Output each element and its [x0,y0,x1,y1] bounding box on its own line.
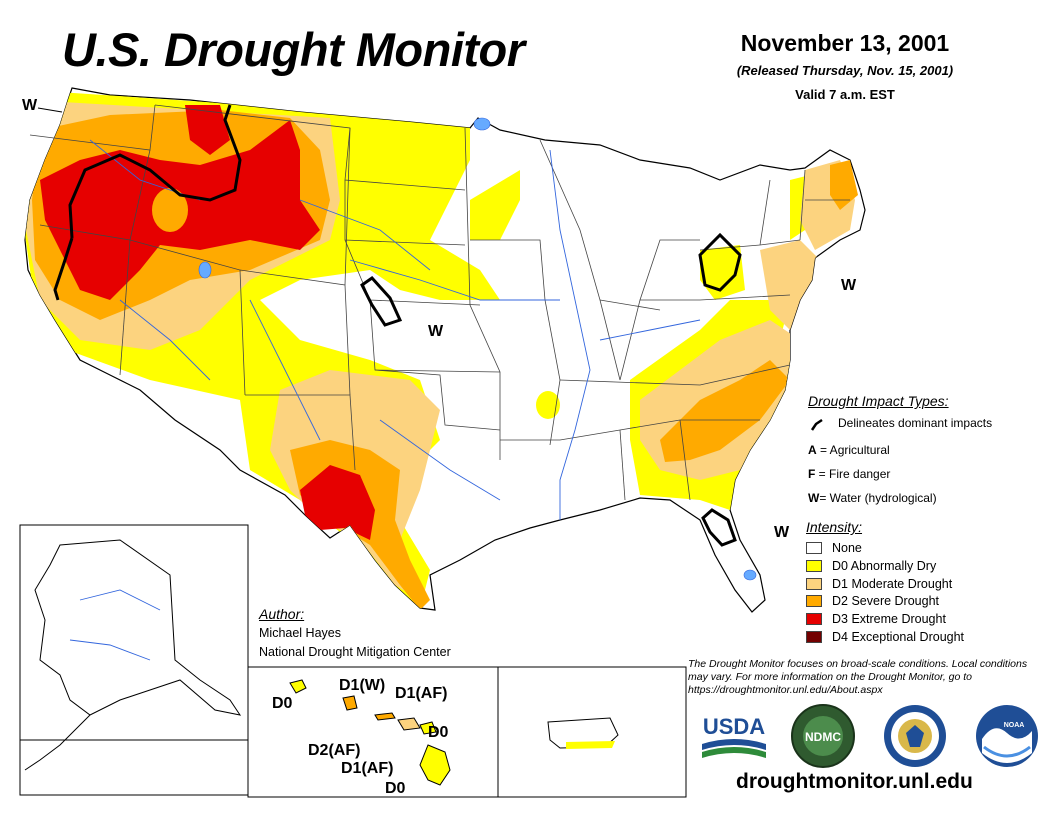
hawaii-label-molokai: D2(AF) [308,742,361,759]
author-name: Michael Hayes [259,626,341,640]
w-label-plains: W [428,323,444,340]
hawaii-label-bigisland-af: D1(AF) [341,760,394,777]
disclaimer-text: The Drought Monitor focuses on broad-sca… [688,658,1028,696]
hawaii-label-bigisland-d0: D0 [385,780,406,797]
legend-swatch [806,578,822,590]
legend-d0: D0 Abnormally Dry [806,558,936,574]
legend-label: D4 Exceptional Drought [832,630,965,644]
impact-code: F [808,467,816,481]
ndmc-logo: NDMC [791,704,855,768]
usda-logo: USDA [702,714,766,758]
impact-text: = Water (hydrological) [819,491,937,505]
legend-label: D0 Abnormally Dry [832,559,937,573]
noaa-logo: NOAA [976,705,1038,767]
legend-label: D3 Extreme Drought [832,612,946,626]
legend-label: D1 Moderate Drought [832,577,953,591]
impact-text: = Fire danger [815,467,891,481]
impact-text: = Agricultural [816,443,890,457]
legend-label: None [832,541,862,555]
legend-d3: D3 Extreme Drought [806,611,946,627]
impact-code: A [808,443,817,457]
legend-swatch [806,631,822,643]
w-label-northwest: W [22,97,38,114]
author-header: Author: [259,606,305,622]
ndmc-logo-text: NDMC [805,730,841,744]
noaa-logo-text: NOAA [1004,722,1025,729]
author-organization: National Drought Mitigation Center [259,645,451,659]
legend-label: D2 Severe Drought [832,594,940,608]
w-label-florida: W [774,524,790,541]
website-url[interactable]: droughtmonitor.unl.edu [736,770,973,793]
alaska-shape [34,539,242,716]
impact-line-legend-sample [810,418,823,431]
lakes [198,117,757,581]
hawaii-label-oahu-w: D1(W) [339,677,386,694]
legend-swatch [806,542,822,554]
hawaii-label-oahu-af: D1(AF) [395,685,448,702]
legend-swatch [806,613,822,625]
hawaii-label-kauai: D0 [272,695,293,712]
impact-fire: F = Fire danger [808,467,890,481]
state-boundaries [29,104,850,501]
impact-agricultural: A = Agricultural [808,443,890,457]
legend-swatch [806,595,822,607]
impact-water: W= Water (hydrological) [808,491,937,505]
map-date: November 13, 2001 [740,30,950,56]
impact-line-description: Delineates dominant impacts [838,416,993,430]
intensity-header: Intensity: [806,519,863,535]
commerce-seal-logo [884,705,946,767]
impact-types-header: Drought Impact Types: [808,393,949,409]
legend-d2: D2 Severe Drought [806,593,939,609]
valid-time: Valid 7 a.m. EST [795,87,895,102]
w-label-northeast: W [841,277,857,294]
legend-swatch [806,560,822,572]
legend-d1: D1 Moderate Drought [806,576,952,592]
hawaii-inset-frame [247,666,499,798]
impact-outlines [53,104,742,547]
impact-code: W [808,491,820,505]
legend-d4: D4 Exceptional Drought [806,629,964,645]
map-title: U.S. Drought Monitor [62,23,525,76]
release-date: (Released Thursday, Nov. 15, 2001) [736,63,954,78]
hawaii-label-maui: D0 [428,724,449,741]
usda-logo-text: USDA [703,714,765,739]
legend-none: None [806,540,862,556]
